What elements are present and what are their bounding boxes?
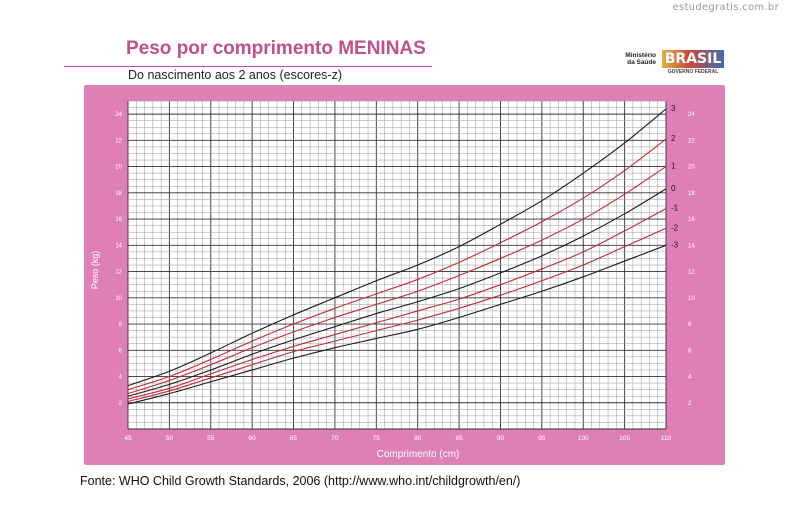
x-tick-label: 90 xyxy=(497,435,505,442)
zscore-curve-line xyxy=(127,138,667,391)
y-tick-label-right: 16 xyxy=(688,217,695,223)
y-tick-label-left: 6 xyxy=(119,348,123,354)
y-tick-label-right: 12 xyxy=(688,270,695,276)
grid-lines xyxy=(127,100,667,430)
y-tick-label-right: 22 xyxy=(688,138,695,144)
y-axis-label: Peso (kg) xyxy=(90,251,100,290)
logo-sub-text: GOVERNO FEDERAL xyxy=(667,69,719,75)
y-tick-label-right: 20 xyxy=(688,165,695,171)
zscore-curve-line xyxy=(127,108,667,387)
source-citation: Fonte: WHO Child Growth Standards, 2006 … xyxy=(80,474,521,488)
zscore-curve-label: -3 xyxy=(671,240,679,249)
zscore-curve-label: 2 xyxy=(671,134,676,143)
y-tick-label-left: 4 xyxy=(119,375,123,381)
y-tick-label-right: 24 xyxy=(688,112,695,118)
x-tick-label: 85 xyxy=(455,435,463,442)
zscore-curve-line xyxy=(127,208,667,400)
zscore-curve-label: 3 xyxy=(671,104,676,113)
zscore-curves xyxy=(127,108,667,405)
zscore-curve-line xyxy=(127,244,667,405)
zscore-curve-label: -2 xyxy=(671,223,679,232)
y-tick-label-left: 14 xyxy=(115,243,122,249)
title-underline xyxy=(64,66,432,67)
y-tick-label-left: 24 xyxy=(115,112,122,118)
x-tick-label: 60 xyxy=(249,435,257,442)
x-tick-label: 50 xyxy=(166,435,174,442)
y-tick-label-left: 18 xyxy=(115,191,122,197)
chart-subtitle: Do nascimento aos 2 anos (escores-z) xyxy=(128,68,342,82)
watermark-text: estudegratis.com.br xyxy=(672,2,779,13)
y-tick-label-left: 16 xyxy=(115,217,122,223)
x-tick-label: 95 xyxy=(538,435,546,442)
x-tick-label: 100 xyxy=(578,435,589,442)
zscore-curve-line xyxy=(127,166,667,395)
chart-title: Peso por comprimento MENINAS xyxy=(126,38,426,59)
y-tick-label-left: 12 xyxy=(115,270,122,276)
y-tick-label-right: 10 xyxy=(688,296,695,302)
logo-ministry-text: Ministério da Saúde xyxy=(625,52,656,66)
y-tick-label-left: 2 xyxy=(119,401,123,407)
x-tick-label: 65 xyxy=(290,435,298,442)
zscore-curve-label: 0 xyxy=(671,184,676,193)
y-tick-label-right: 14 xyxy=(688,243,695,249)
logo-brand-mark: BRASIL xyxy=(662,50,724,68)
zscore-curve-label: -1 xyxy=(671,204,679,213)
zscore-curve-label: 1 xyxy=(671,162,676,171)
y-tick-label-right: 6 xyxy=(688,348,692,354)
zscore-curve-line xyxy=(127,227,667,402)
y-tick-label-left: 20 xyxy=(115,165,122,171)
x-axis-label: Comprimento (cm) xyxy=(377,449,460,460)
x-tick-label: 75 xyxy=(373,435,381,442)
zscore-labels: 3 2 1 0 -1 -2 -3 xyxy=(671,104,679,249)
x-tick-label: 70 xyxy=(331,435,339,442)
government-logo: Ministério da Saúde BRASIL GOVERNO FEDER… xyxy=(620,50,726,78)
y-tick-label-left: 22 xyxy=(115,138,122,144)
x-tick-label: 45 xyxy=(124,435,132,442)
x-tick-label: 105 xyxy=(619,435,630,442)
zscore-curve-line xyxy=(127,188,667,397)
y-tick-label-right: 18 xyxy=(688,191,695,197)
y-tick-label-left: 8 xyxy=(119,322,123,328)
y-tick-label-right: 8 xyxy=(688,322,692,328)
x-tick-label: 80 xyxy=(414,435,422,442)
y-tick-label-right: 2 xyxy=(688,401,692,407)
y-tick-label-left: 10 xyxy=(115,296,122,302)
x-tick-label: 55 xyxy=(207,435,215,442)
x-tick-label: 110 xyxy=(661,435,672,442)
y-tick-label-right: 4 xyxy=(688,375,692,381)
